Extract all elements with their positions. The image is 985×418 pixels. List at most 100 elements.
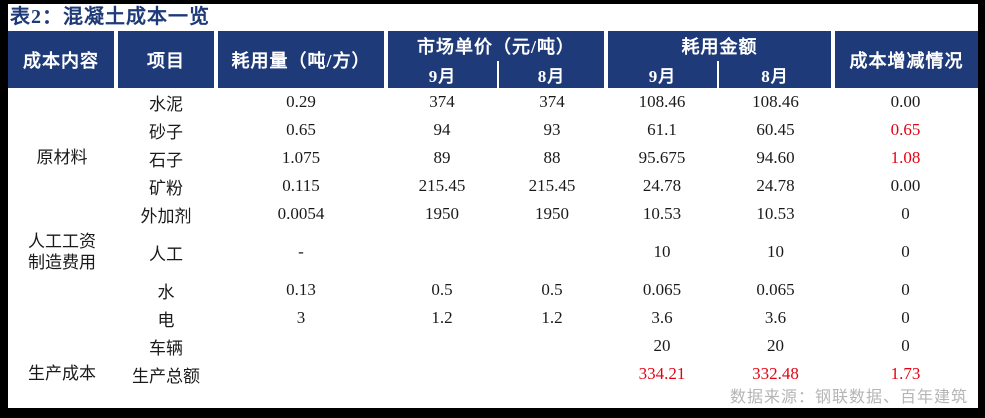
subheader-market-sep: 9月 <box>386 61 498 88</box>
item-cell: 水泥 <box>149 94 183 114</box>
amount-sep-cell: 3.6 <box>651 308 673 327</box>
price-sep-cell <box>386 332 498 360</box>
item-cell: 车辆 <box>149 338 183 358</box>
table-row: 原材料 水泥 0.29 374 374 108.46 108.46 0.00 <box>8 88 978 167</box>
consumption-cell: 0.115 <box>282 176 320 195</box>
amount-sep-cell: 0.065 <box>642 280 682 299</box>
category-cell: 原材料 <box>36 148 88 168</box>
change-cell: 1.08 <box>890 148 921 167</box>
price-aug-cell <box>498 360 606 388</box>
amount-aug-cell: 24.78 <box>756 176 795 195</box>
price-sep-cell <box>386 360 498 388</box>
header-cost-content: 成本内容 <box>8 31 118 88</box>
table-row: 石子 1.075 89 88 95.675 94.60 1.08 <box>8 144 978 172</box>
price-aug-cell: 1.2 <box>541 308 563 327</box>
table-row: 砂子 0.65 94 93 61.1 60.45 0.65 <box>8 116 978 144</box>
change-cell: 0 <box>901 336 910 355</box>
item-cell: 电 <box>157 310 175 330</box>
consumption-cell: 1.075 <box>281 148 321 167</box>
category-cell: 人工工资制造费用 <box>28 231 96 272</box>
item-cell: 水 <box>157 282 175 302</box>
header-amount-group: 耗用金额 <box>606 31 836 61</box>
consumption-cell: - <box>298 242 304 261</box>
amount-aug-cell: 60.45 <box>756 120 795 139</box>
amount-sep-cell: 108.46 <box>638 92 686 111</box>
item-cell: 人工 <box>149 244 183 264</box>
amount-aug-cell: 20 <box>767 336 785 355</box>
category-cell <box>8 304 116 332</box>
price-sep-cell: 94 <box>433 120 451 139</box>
amount-aug-cell: 108.46 <box>752 92 799 111</box>
table-row: 外加剂 0.0054 1950 1950 10.53 10.53 0 <box>8 200 978 228</box>
price-sep-cell: 1.2 <box>431 308 453 327</box>
amount-aug-cell: 10.53 <box>756 204 795 223</box>
price-sep-cell: 215.45 <box>418 176 466 195</box>
amount-sep-cell: 20 <box>653 336 671 355</box>
change-cell: 0 <box>901 308 910 327</box>
header-market-price-group: 市场单价（元/吨） <box>386 31 609 61</box>
category-cell <box>8 276 116 304</box>
price-aug-cell <box>498 332 606 360</box>
category-cell <box>8 332 116 360</box>
amount-aug-cell: 94.60 <box>756 148 795 167</box>
header-row-months: 9月 8月 9月 8月 <box>8 61 978 88</box>
data-source-note: 数据来源：钢联数据、百年建筑 <box>729 389 968 406</box>
price-aug-cell: 0.5 <box>541 280 563 299</box>
consumption-cell <box>216 332 386 360</box>
change-cell: 0.00 <box>890 176 921 195</box>
price-aug-cell <box>498 228 606 276</box>
change-cell: 0 <box>901 242 910 261</box>
change-cell: 0 <box>901 280 910 299</box>
subheader-market-aug: 8月 <box>496 61 609 88</box>
price-sep-cell: 374 <box>429 92 455 111</box>
price-sep-cell: 1950 <box>425 204 459 223</box>
price-sep-cell: 0.5 <box>431 280 453 299</box>
change-cell: 0.00 <box>890 92 921 111</box>
price-sep-cell: 89 <box>433 148 451 167</box>
consumption-cell <box>216 360 386 388</box>
consumption-cell: 0.29 <box>286 92 316 111</box>
header-item: 项目 <box>116 31 218 88</box>
price-aug-cell: 374 <box>539 92 565 111</box>
table-title: 表2：混凝土成本一览 <box>10 6 210 28</box>
price-sep-cell <box>386 228 498 276</box>
header-change: 成本增减情况 <box>833 31 978 88</box>
change-cell: 0.65 <box>890 120 921 139</box>
cost-table: 成本内容 项目 耗用量（吨/方） 市场单价（元/吨） 耗用金额 成本增减情况 9… <box>8 31 978 388</box>
table-row: 生产成本 生产总额 334.21 332.48 1.73 <box>8 360 978 388</box>
consumption-cell: 0.65 <box>286 120 316 139</box>
change-cell: 1.73 <box>890 364 921 383</box>
header-row-groups: 成本内容 项目 耗用量（吨/方） 市场单价（元/吨） 耗用金额 成本增减情况 <box>8 31 978 88</box>
price-aug-cell: 88 <box>543 148 561 167</box>
change-cell: 0 <box>901 204 910 223</box>
item-cell: 矿粉 <box>149 178 183 198</box>
item-cell: 外加剂 <box>140 206 192 226</box>
amount-sep-cell: 10.53 <box>642 204 682 223</box>
amount-sep-cell: 334.21 <box>638 364 686 383</box>
item-cell: 生产总额 <box>132 366 200 386</box>
table-row: 电 3 1.2 1.2 3.6 3.6 0 <box>8 304 978 332</box>
consumption-cell: 0.0054 <box>277 204 325 223</box>
amount-sep-cell: 61.1 <box>647 120 677 139</box>
amount-sep-cell: 24.78 <box>642 176 682 195</box>
item-cell: 石子 <box>149 150 183 170</box>
table-row: 人工工资制造费用 人工 - 10 10 0 <box>8 228 978 276</box>
consumption-cell: 3 <box>296 308 306 327</box>
header-consumption: 耗用量（吨/方） <box>216 31 388 88</box>
subheader-amount-sep: 9月 <box>606 61 719 88</box>
amount-aug-cell: 0.065 <box>756 280 795 299</box>
table-body: 原材料 水泥 0.29 374 374 108.46 108.46 0.00 砂… <box>8 88 978 388</box>
table-row: 水 0.13 0.5 0.5 0.065 0.065 0 <box>8 276 978 304</box>
price-aug-cell: 1950 <box>535 204 569 223</box>
amount-aug-cell: 10 <box>767 242 785 261</box>
table-row: 矿粉 0.115 215.45 215.45 24.78 24.78 0.00 <box>8 172 978 200</box>
amount-sep-cell: 10 <box>653 242 671 261</box>
category-cell: 生产成本 <box>28 364 96 384</box>
subheader-amount-aug: 8月 <box>717 61 836 88</box>
table-row: 车辆 20 20 0 <box>8 332 978 360</box>
item-cell: 砂子 <box>149 122 183 142</box>
amount-aug-cell: 3.6 <box>764 308 787 327</box>
amount-aug-cell: 332.48 <box>752 364 799 383</box>
table-header: 成本内容 项目 耗用量（吨/方） 市场单价（元/吨） 耗用金额 成本增减情况 9… <box>8 31 978 88</box>
